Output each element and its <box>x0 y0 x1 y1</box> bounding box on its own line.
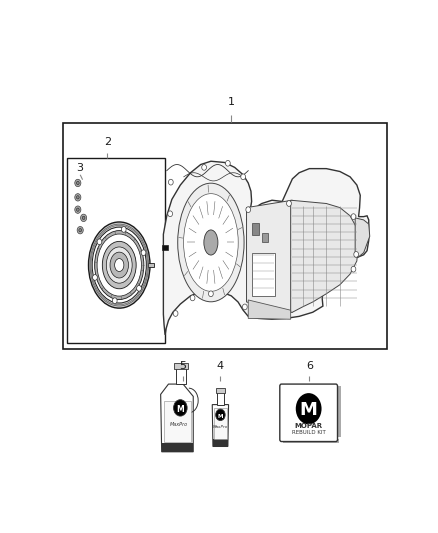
Bar <box>213 439 228 447</box>
Circle shape <box>75 206 81 213</box>
Circle shape <box>296 393 321 424</box>
Circle shape <box>141 250 146 255</box>
Text: MaxPro: MaxPro <box>170 422 188 427</box>
Circle shape <box>169 179 173 185</box>
Ellipse shape <box>88 222 150 308</box>
Text: 4: 4 <box>217 361 224 371</box>
Ellipse shape <box>102 241 136 289</box>
Circle shape <box>77 181 79 184</box>
Polygon shape <box>212 405 229 447</box>
Bar <box>174 363 188 369</box>
Circle shape <box>202 165 206 170</box>
Circle shape <box>79 229 81 232</box>
Text: 6: 6 <box>306 361 313 371</box>
Ellipse shape <box>184 193 238 292</box>
Circle shape <box>77 208 79 211</box>
Text: 5: 5 <box>180 361 187 371</box>
Circle shape <box>173 311 178 317</box>
Circle shape <box>226 160 230 166</box>
Circle shape <box>208 291 213 297</box>
Polygon shape <box>148 263 154 267</box>
Circle shape <box>75 179 81 187</box>
Polygon shape <box>161 384 193 452</box>
Bar <box>337 386 341 438</box>
Polygon shape <box>247 200 293 312</box>
Bar <box>67 158 165 343</box>
Bar <box>214 408 227 439</box>
Circle shape <box>173 400 187 416</box>
Circle shape <box>241 174 246 180</box>
Text: 2: 2 <box>104 138 111 147</box>
Polygon shape <box>248 300 291 319</box>
Circle shape <box>77 227 83 234</box>
Ellipse shape <box>115 259 124 271</box>
Circle shape <box>82 216 85 220</box>
Ellipse shape <box>92 227 146 303</box>
Circle shape <box>121 227 126 232</box>
Circle shape <box>113 298 117 304</box>
Circle shape <box>215 409 225 421</box>
Ellipse shape <box>95 231 144 300</box>
Circle shape <box>243 304 247 310</box>
Circle shape <box>77 196 79 199</box>
Text: MOPAR: MOPAR <box>295 423 323 429</box>
Text: M: M <box>177 405 184 414</box>
Circle shape <box>75 193 81 201</box>
Circle shape <box>246 207 251 213</box>
Text: 1: 1 <box>228 96 235 107</box>
Circle shape <box>168 211 173 216</box>
Circle shape <box>190 295 195 301</box>
Circle shape <box>286 200 291 206</box>
Bar <box>63 124 387 349</box>
Circle shape <box>81 214 87 222</box>
Bar <box>217 392 224 405</box>
Text: REBUILD KIT: REBUILD KIT <box>292 430 325 435</box>
Circle shape <box>354 252 359 257</box>
Polygon shape <box>291 200 358 312</box>
Bar <box>262 233 268 243</box>
Polygon shape <box>163 161 369 335</box>
Ellipse shape <box>178 183 244 302</box>
Polygon shape <box>355 218 370 257</box>
Text: 3: 3 <box>76 163 83 173</box>
Ellipse shape <box>106 247 132 283</box>
Circle shape <box>92 274 97 280</box>
Bar <box>283 439 339 443</box>
Polygon shape <box>251 253 275 296</box>
Bar <box>162 245 169 250</box>
Bar <box>176 368 187 384</box>
Ellipse shape <box>97 234 141 296</box>
Ellipse shape <box>110 252 128 278</box>
Bar <box>251 223 259 235</box>
Text: M: M <box>300 401 318 419</box>
FancyBboxPatch shape <box>280 384 338 441</box>
Circle shape <box>137 286 141 291</box>
Text: MaxPro: MaxPro <box>213 425 228 429</box>
Circle shape <box>351 214 356 220</box>
Bar <box>162 443 193 452</box>
Text: M: M <box>218 414 223 418</box>
Bar <box>164 401 191 442</box>
Bar <box>215 388 225 393</box>
Circle shape <box>97 239 102 245</box>
Ellipse shape <box>204 230 218 255</box>
Circle shape <box>351 266 356 272</box>
